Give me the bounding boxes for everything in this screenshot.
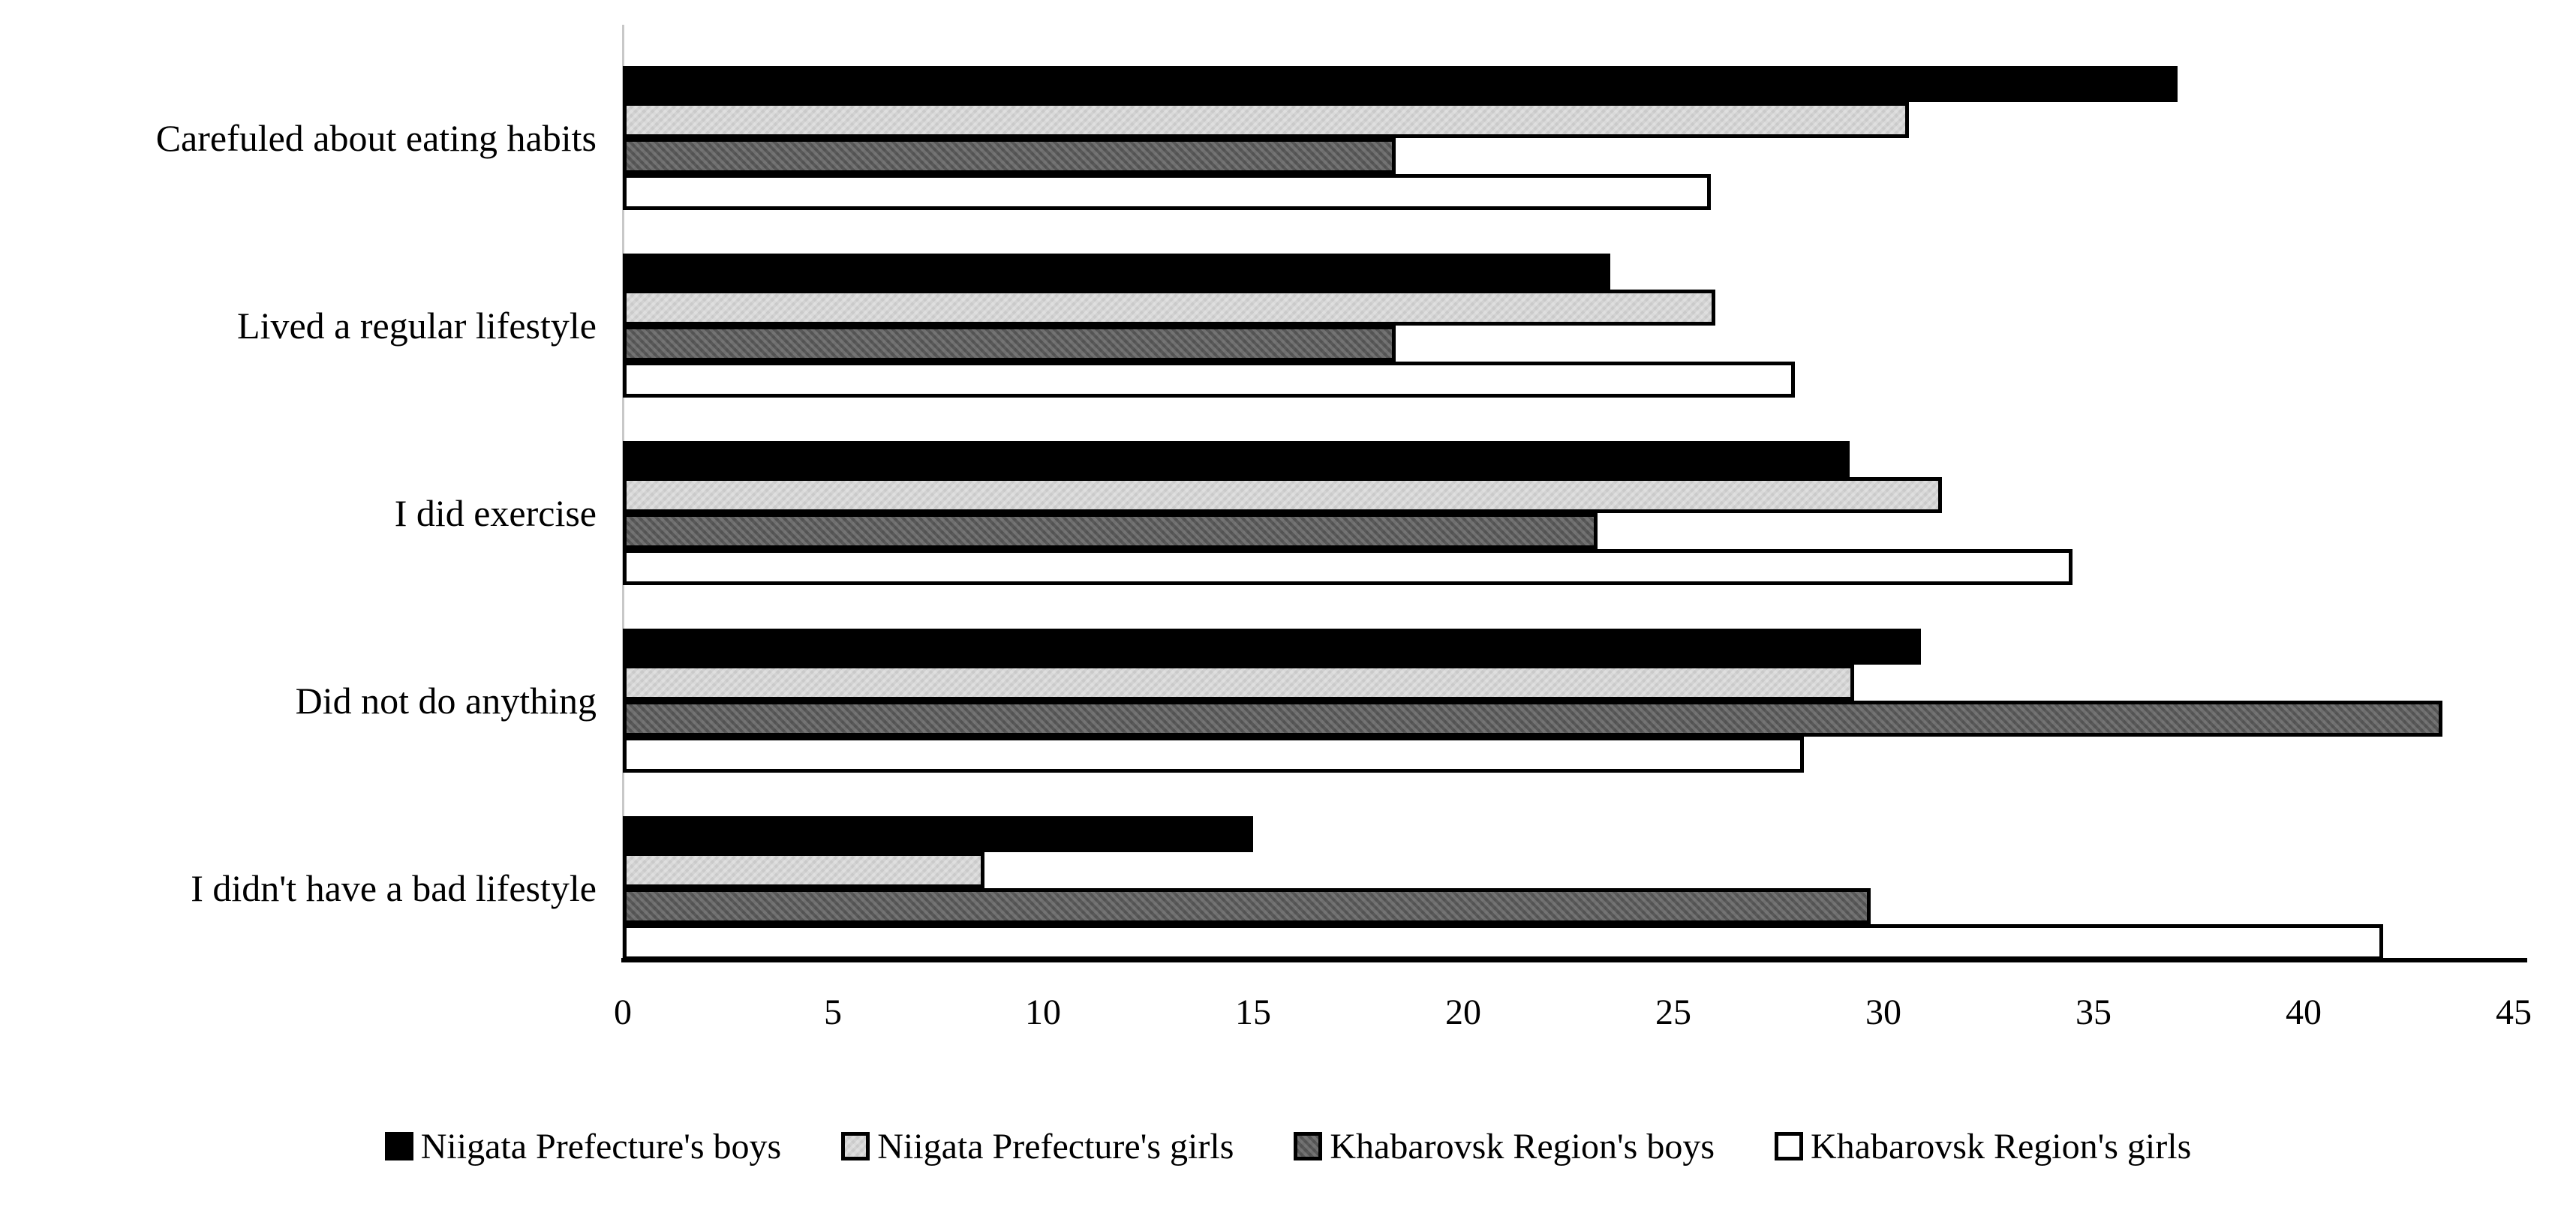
x-tick-label: 15	[1235, 992, 1271, 1032]
bar	[623, 102, 1909, 138]
legend-item: Niigata Prefecture's boys	[384, 1126, 782, 1167]
x-tick-label: 0	[614, 992, 632, 1032]
bar	[623, 441, 1850, 477]
legend-swatch-icon	[1775, 1132, 1803, 1160]
category-label: Lived a regular lifestyle	[237, 305, 597, 347]
x-tick-label: 35	[2076, 992, 2112, 1032]
legend-item: Khabarovsk Region's girls	[1775, 1126, 2191, 1167]
bar	[623, 138, 1396, 174]
x-axis-line	[621, 958, 2527, 962]
bar	[623, 477, 1942, 513]
bar	[623, 362, 1795, 398]
bar	[623, 737, 1804, 773]
bar	[623, 629, 1921, 665]
legend-label: Khabarovsk Region's girls	[1811, 1126, 2192, 1166]
bar	[623, 665, 1854, 701]
legend-swatch-icon	[384, 1132, 413, 1160]
category-label: I did exercise	[394, 492, 597, 534]
bar	[623, 701, 2442, 737]
bar	[623, 254, 1610, 290]
bar	[623, 513, 1598, 549]
legend-swatch-icon	[841, 1132, 870, 1160]
x-tick-label: 5	[824, 992, 842, 1032]
legend-item: Khabarovsk Region's boys	[1294, 1126, 1715, 1167]
bar	[623, 549, 2073, 585]
x-tick-label: 25	[1655, 992, 1691, 1032]
bar	[623, 888, 1871, 924]
category-label: Did not do anything	[295, 680, 597, 722]
legend-label: Niigata Prefecture's boys	[420, 1126, 782, 1166]
bar	[623, 924, 2383, 960]
bar	[623, 66, 2178, 102]
x-tick-label: 10	[1025, 992, 1061, 1032]
category-label: Carefuled about eating habits	[155, 117, 597, 159]
x-tick-label: 20	[1445, 992, 1481, 1032]
bar	[623, 326, 1396, 362]
x-tick-label: 40	[2286, 992, 2322, 1032]
bar	[623, 290, 1715, 326]
bar	[623, 852, 984, 888]
legend: Niigata Prefecture's boys Niigata Prefect…	[0, 1116, 2576, 1176]
legend-item: Niigata Prefecture's girls	[841, 1126, 1234, 1167]
legend-swatch-icon	[1294, 1132, 1323, 1160]
category-label: I didn't have a bad lifestyle	[191, 867, 597, 909]
bar	[623, 816, 1253, 852]
legend-label: Niigata Prefecture's girls	[877, 1126, 1234, 1166]
x-tick-label: 30	[1865, 992, 1901, 1032]
x-tick-label: 45	[2496, 992, 2532, 1032]
bar	[623, 174, 1711, 210]
legend-label: Khabarovsk Region's boys	[1330, 1126, 1715, 1166]
